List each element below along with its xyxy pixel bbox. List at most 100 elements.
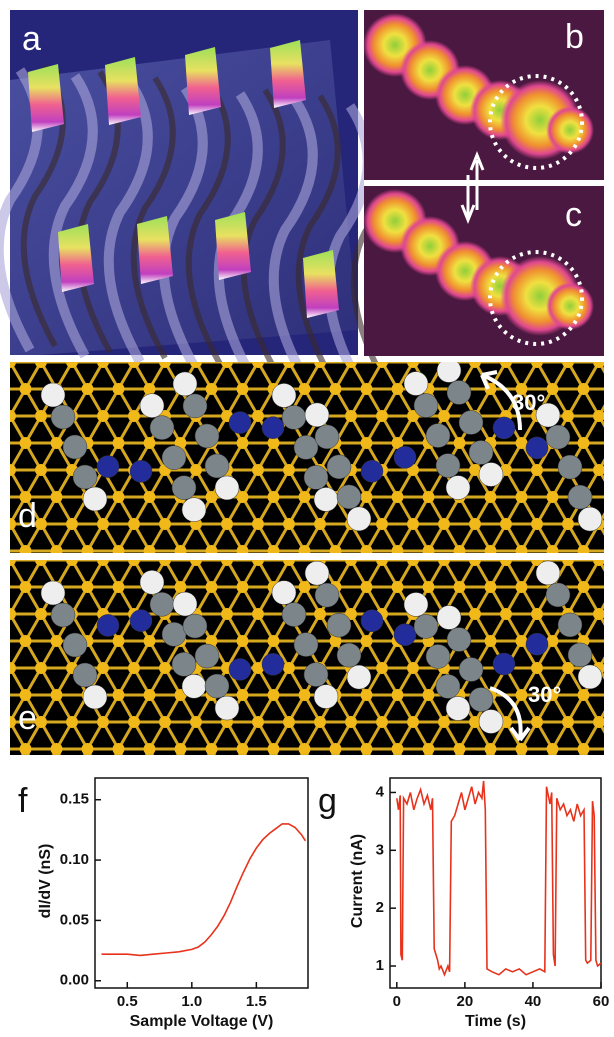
switch-arrow: [460, 150, 485, 225]
lattice-atom: [283, 518, 295, 530]
molecule-atom: [72, 464, 98, 490]
lattice-atom: [329, 545, 342, 553]
lattice-atom: [391, 545, 404, 553]
lattice-atom: [267, 689, 280, 701]
lattice-atom: [500, 608, 512, 620]
lattice-atom: [112, 491, 125, 503]
lattice-atom: [236, 689, 249, 701]
lattice-atom: [314, 362, 326, 368]
lattice-atom: [609, 491, 614, 503]
lattice-atom: [252, 662, 264, 674]
x-tick-label: 20: [457, 993, 474, 1010]
lattice-atom: [35, 464, 47, 476]
panel-a-island: [58, 224, 94, 292]
lattice-atom: [236, 743, 249, 755]
x-tick-label: 0: [393, 993, 401, 1010]
molecule-atom: [577, 506, 603, 532]
lattice-atom: [97, 362, 109, 368]
lattice-atom: [314, 518, 326, 530]
molecule-atom: [425, 644, 451, 669]
lattice-atom: [562, 770, 574, 782]
lattice-atom: [112, 437, 125, 449]
lattice-atom: [515, 491, 528, 503]
molecule-atom: [161, 622, 187, 647]
lattice-atom: [577, 743, 590, 755]
lattice-bond: [10, 362, 12, 366]
lattice-atom: [562, 560, 574, 566]
lattice-atom: [10, 362, 16, 368]
lattice-atom: [422, 689, 435, 701]
lattice-atom: [531, 464, 543, 476]
lattice-atom: [66, 560, 78, 566]
lattice-atom: [407, 518, 419, 530]
lattice-atom: [35, 560, 47, 566]
lattice-atom: [81, 545, 94, 553]
lattice-atom: [360, 743, 373, 755]
lattice-atom: [593, 716, 604, 728]
lattice-atom: [469, 608, 481, 620]
lattice-atom: [609, 743, 614, 755]
lattice-atom: [407, 770, 419, 782]
lattice-atom: [593, 464, 604, 476]
lattice-atom: [329, 635, 342, 647]
molecule-atom: [62, 434, 88, 460]
lattice-atom: [35, 410, 47, 422]
molecule-atom: [40, 382, 66, 408]
lattice-atom: [562, 362, 574, 368]
panel-a-shadow: [185, 82, 231, 366]
lattice-atom: [159, 362, 171, 368]
molecule-atom: [446, 380, 472, 405]
lattice-atom: [329, 383, 342, 395]
lattice-atom: [66, 770, 78, 782]
lattice-atom: [19, 491, 32, 503]
molecule-atom: [182, 393, 208, 419]
lattice-bond: [566, 560, 604, 626]
lattice-atom: [577, 437, 590, 449]
lattice-atom: [577, 383, 590, 395]
lattice-atom: [97, 716, 109, 728]
lattice-atom: [453, 581, 466, 593]
lattice-atom: [376, 770, 388, 782]
molecule-atom: [171, 652, 197, 677]
molecule-atom: [281, 602, 307, 627]
lattice-atom: [267, 743, 280, 755]
lattice-atom: [35, 770, 47, 782]
lattice-atom: [376, 518, 388, 530]
lattice-atom: [0, 437, 1, 449]
lattice-atom: [0, 383, 1, 395]
molecule-atom: [139, 393, 165, 418]
molecule-atom: [181, 674, 207, 699]
lattice-atom: [329, 743, 342, 755]
molecule-atom: [50, 602, 76, 628]
lattice-atom: [515, 545, 528, 553]
lattice-atom: [422, 743, 435, 755]
molecule-atom: [535, 402, 561, 428]
lattice-atom: [112, 635, 125, 647]
panel-label: c: [565, 196, 582, 234]
molecule-atom: [96, 614, 120, 637]
y-axis-label: Current (nA): [349, 834, 366, 928]
lattice-atom: [438, 518, 450, 530]
lattice-atom: [531, 608, 543, 620]
lattice-atom: [236, 491, 249, 503]
lattice-atom: [128, 770, 140, 782]
lattice-atom: [531, 362, 543, 368]
molecule-atom: [129, 460, 153, 483]
lattice-atom: [609, 545, 614, 557]
molecule-atom: [261, 653, 285, 676]
molecule-blob: [546, 282, 594, 330]
lattice-atom: [391, 743, 404, 755]
lattice-atom: [128, 716, 140, 728]
lattice-atom: [252, 518, 264, 530]
panel-a-stripe: [48, 73, 98, 359]
molecule-atom: [403, 592, 429, 617]
lattice-atom: [609, 383, 614, 395]
separator: [364, 180, 604, 186]
molecule-atom: [445, 475, 471, 500]
molecule-atom: [82, 684, 108, 710]
lattice-atom: [298, 383, 311, 395]
lattice-atom: [609, 437, 614, 449]
panel-label: d: [18, 497, 37, 535]
y-tick-label: 2: [376, 899, 384, 916]
molecule-atom: [181, 497, 207, 522]
